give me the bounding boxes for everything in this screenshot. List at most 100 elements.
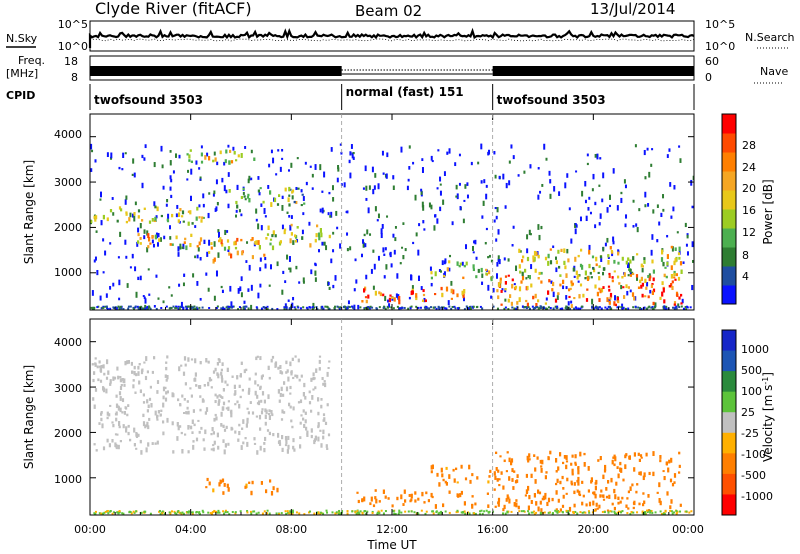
velocity-pixel: [601, 510, 604, 513]
power-pixel: [271, 245, 275, 251]
velocity-pixel: [316, 511, 319, 514]
power-pixel: [620, 285, 623, 290]
power-pixel: [534, 268, 537, 273]
power-pixel: [617, 261, 620, 265]
velocity-pixel: [573, 503, 576, 508]
velocity-pixel: [111, 439, 114, 443]
power-pixel: [185, 308, 188, 310]
power-pixel: [551, 288, 554, 292]
power-pixel: [99, 295, 102, 301]
power-pixel: [682, 307, 685, 310]
velocity-ylabel: Slant Range [km]: [22, 365, 36, 469]
velocity-pixel: [604, 464, 607, 468]
velocity-pixel: [517, 505, 520, 510]
power-pixel: [611, 276, 614, 279]
power-pixel: [257, 176, 260, 180]
power-pixel: [458, 265, 461, 268]
power-pixel: [593, 268, 596, 273]
velocity-pixel: [98, 360, 101, 364]
power-pixel: [153, 162, 156, 168]
velocity-pixel: [146, 399, 149, 404]
power-pixel: [647, 306, 650, 309]
velocity-pixel: [142, 393, 145, 397]
power-pixel: [602, 271, 605, 276]
power-pixel: [337, 164, 340, 170]
velocity-pixel: [533, 513, 536, 515]
power-pixel: [616, 296, 619, 302]
power-pixel: [616, 205, 619, 211]
power-pixel: [207, 287, 210, 292]
velocity-pixel: [145, 356, 148, 362]
velocity-pixel: [218, 511, 221, 514]
power-pixel: [421, 299, 425, 302]
power-pixel: [526, 248, 529, 254]
power-pixel: [172, 305, 175, 308]
power-pixel: [316, 307, 319, 310]
velocity-cbar-swatch-0: [722, 330, 736, 352]
velocity-pixel: [527, 485, 530, 491]
velocity-pixel: [594, 493, 597, 499]
power-pixel: [511, 306, 514, 309]
velocity-pixel: [595, 502, 598, 507]
velocity-pixel: [297, 358, 300, 363]
power-pixel: [446, 267, 449, 272]
velocity-pixel: [570, 462, 573, 466]
power-pixel: [196, 280, 199, 286]
power-pixel: [243, 307, 246, 310]
power-pixel: [299, 307, 302, 310]
power-pixel: [182, 282, 185, 287]
velocity-pixel: [224, 509, 227, 512]
power-pixel: [476, 305, 479, 308]
power-pixel: [330, 258, 333, 264]
power-pixel: [668, 284, 671, 288]
power-pixel: [308, 221, 311, 226]
velocity-pixel: [407, 510, 410, 513]
power-pixel: [170, 307, 173, 310]
velocity-pixel: [94, 362, 97, 367]
velocity-pixel: [284, 436, 288, 441]
power-pixel: [374, 206, 377, 212]
velocity-pixel: [239, 395, 242, 399]
velocity-pixel: [224, 511, 227, 514]
power-pixel: [444, 307, 447, 310]
power-pixel: [177, 219, 180, 223]
power-pixel: [610, 250, 613, 253]
velocity-pixel: [536, 456, 539, 460]
velocity-pixel: [384, 495, 387, 499]
velocity-pixel: [578, 490, 581, 496]
velocity-pixel: [254, 390, 257, 396]
power-pixel: [575, 307, 578, 310]
power-ytick-2000: 2000: [54, 221, 82, 234]
power-pixel: [284, 228, 287, 231]
power-pixel: [265, 237, 268, 240]
power-pixel: [670, 274, 673, 279]
power-pixel: [283, 306, 286, 309]
power-pixel: [527, 306, 530, 309]
velocity-pixel: [121, 411, 124, 414]
velocity-pixel: [325, 509, 328, 512]
power-pixel: [647, 295, 650, 299]
power-pixel: [160, 214, 163, 218]
power-pixel: [302, 277, 305, 282]
velocity-pixel: [442, 503, 445, 508]
velocity-pixel: [184, 382, 187, 386]
power-pixel: [127, 307, 130, 310]
power-pixel: [417, 249, 420, 256]
power-pixel: [279, 166, 282, 172]
velocity-pixel: [438, 511, 441, 514]
power-pixel: [552, 245, 555, 249]
power-pixel: [134, 266, 137, 272]
power-pixel: [181, 246, 184, 249]
velocity-pixel: [261, 391, 265, 396]
power-pixel: [92, 306, 95, 309]
power-pixel: [237, 288, 240, 294]
velocity-pixel: [93, 404, 96, 409]
power-pixel: [330, 211, 333, 218]
power-pixel: [651, 234, 654, 240]
power-pixel: [388, 297, 391, 303]
velocity-pixel: [211, 427, 214, 432]
power-cbar-swatch-6: [722, 171, 736, 191]
velocity-pixel: [430, 470, 433, 474]
power-pixel: [328, 308, 331, 310]
power-pixel: [548, 170, 551, 176]
